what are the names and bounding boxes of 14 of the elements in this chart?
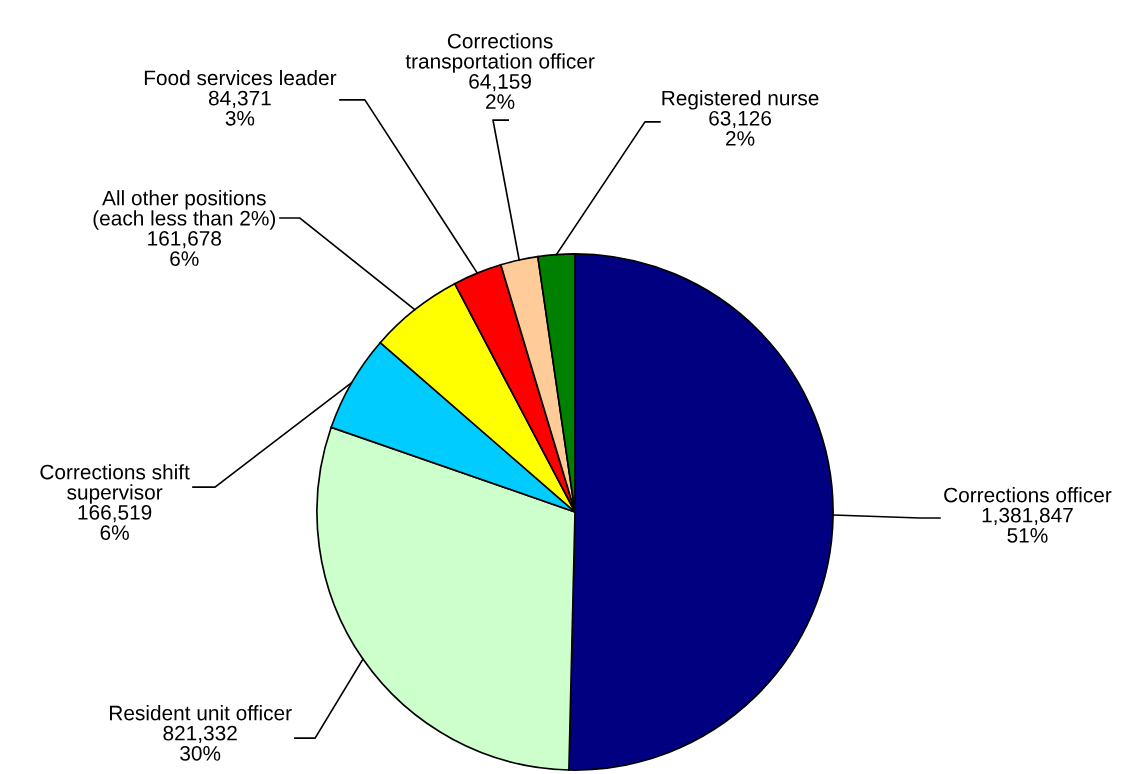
data-label: 64,159 2% bbox=[469, 74, 531, 109]
slice-label: Resident unit officer bbox=[110, 705, 292, 721]
data-label: 1,381,847 51% bbox=[982, 507, 1073, 543]
slice-label: Corrections shift supervisor bbox=[40, 464, 190, 504]
slice-label: Corrections transportation officer bbox=[405, 33, 595, 73]
slice-label: Registered nurse bbox=[662, 90, 819, 110]
data-label: 63,126 2% bbox=[709, 110, 772, 146]
slice-label: Corrections officer bbox=[944, 487, 1112, 503]
slice-label: All other positions (each less than 2%) bbox=[93, 190, 276, 230]
slice-label: Food services leader bbox=[144, 69, 337, 86]
data-label: 166,519 6% bbox=[78, 505, 152, 540]
data-label: 821,332 30% bbox=[163, 725, 237, 761]
data-label: 161,678 6% bbox=[148, 231, 222, 266]
data-label: 84,371 3% bbox=[208, 90, 271, 126]
